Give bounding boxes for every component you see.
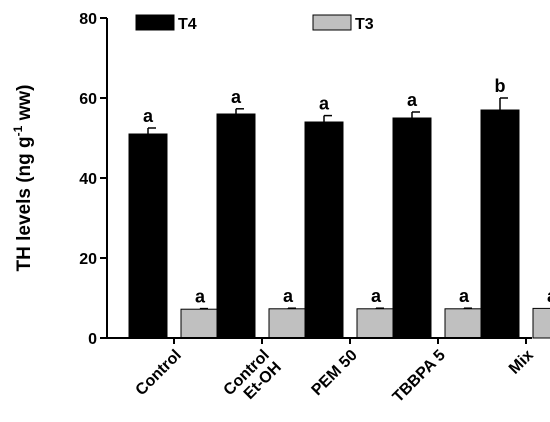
y-tick-labels-group: 0 20 40 60 80 xyxy=(79,11,97,348)
y-tick-label-3: 60 xyxy=(79,91,97,108)
y-axis-title-main: TH levels (ng g xyxy=(14,136,35,271)
bar-t4-0 xyxy=(128,133,168,339)
y-tick-label-0: 0 xyxy=(88,331,97,348)
sig-label-t3-4: a xyxy=(547,286,550,306)
bar-t3-2 xyxy=(356,308,396,339)
category-label-line: Control xyxy=(133,347,185,399)
bar-t3-3 xyxy=(444,308,484,339)
sig-label-t4-1: a xyxy=(231,87,242,107)
sig-label-t3-2: a xyxy=(371,286,382,306)
legend-swatch-t3 xyxy=(312,14,352,31)
bar-t3-4 xyxy=(532,307,550,339)
y-axis-title: TH levels (ng g-1 ww) xyxy=(11,85,35,272)
significance-labels-group: a a a a a a a a b a xyxy=(143,76,550,307)
bars-group xyxy=(128,109,550,339)
category-label-1: ControlEt-OH xyxy=(221,347,285,411)
category-labels-group: Control ControlEt-OH PEM 50 TBBPA 5 Mix xyxy=(133,347,537,411)
sig-label-t4-2: a xyxy=(319,94,330,114)
y-axis-title-sup: -1 xyxy=(11,125,25,136)
category-label-line: PEM 50 xyxy=(309,347,361,399)
bar-t3-1 xyxy=(268,308,308,339)
sig-label-t3-3: a xyxy=(459,286,470,306)
bar-t4-1 xyxy=(216,113,256,339)
category-label-2: PEM 50 xyxy=(309,347,361,399)
legend-label-t3: T3 xyxy=(355,16,374,33)
axes-group xyxy=(100,17,532,344)
sig-label-t4-0: a xyxy=(143,106,154,126)
legend: T4 T3 xyxy=(135,14,374,33)
sig-label-t3-1: a xyxy=(283,286,294,306)
y-tick-label-2: 40 xyxy=(79,171,97,188)
bar-t3-0 xyxy=(180,308,220,339)
category-label-4: Mix xyxy=(506,347,537,378)
bar-t4-2 xyxy=(304,121,344,339)
legend-label-t4: T4 xyxy=(178,16,197,33)
category-label-line: Mix xyxy=(506,347,537,378)
y-axis-title-rest: ww) xyxy=(14,85,35,126)
y-tick-label-4: 80 xyxy=(79,11,97,28)
sig-label-t4-4: b xyxy=(495,76,506,96)
bar-t4-3 xyxy=(392,117,432,339)
sig-label-t3-0: a xyxy=(195,287,206,307)
bar-t4-4 xyxy=(480,109,520,339)
sig-label-t4-3: a xyxy=(407,90,418,110)
legend-swatch-t4 xyxy=(135,14,175,31)
category-label-line: TBBPA 5 xyxy=(390,347,449,406)
error-bars-group xyxy=(147,97,508,310)
y-tick-label-1: 20 xyxy=(79,251,97,268)
category-label-0: Control xyxy=(133,347,185,399)
category-label-3: TBBPA 5 xyxy=(390,347,449,406)
